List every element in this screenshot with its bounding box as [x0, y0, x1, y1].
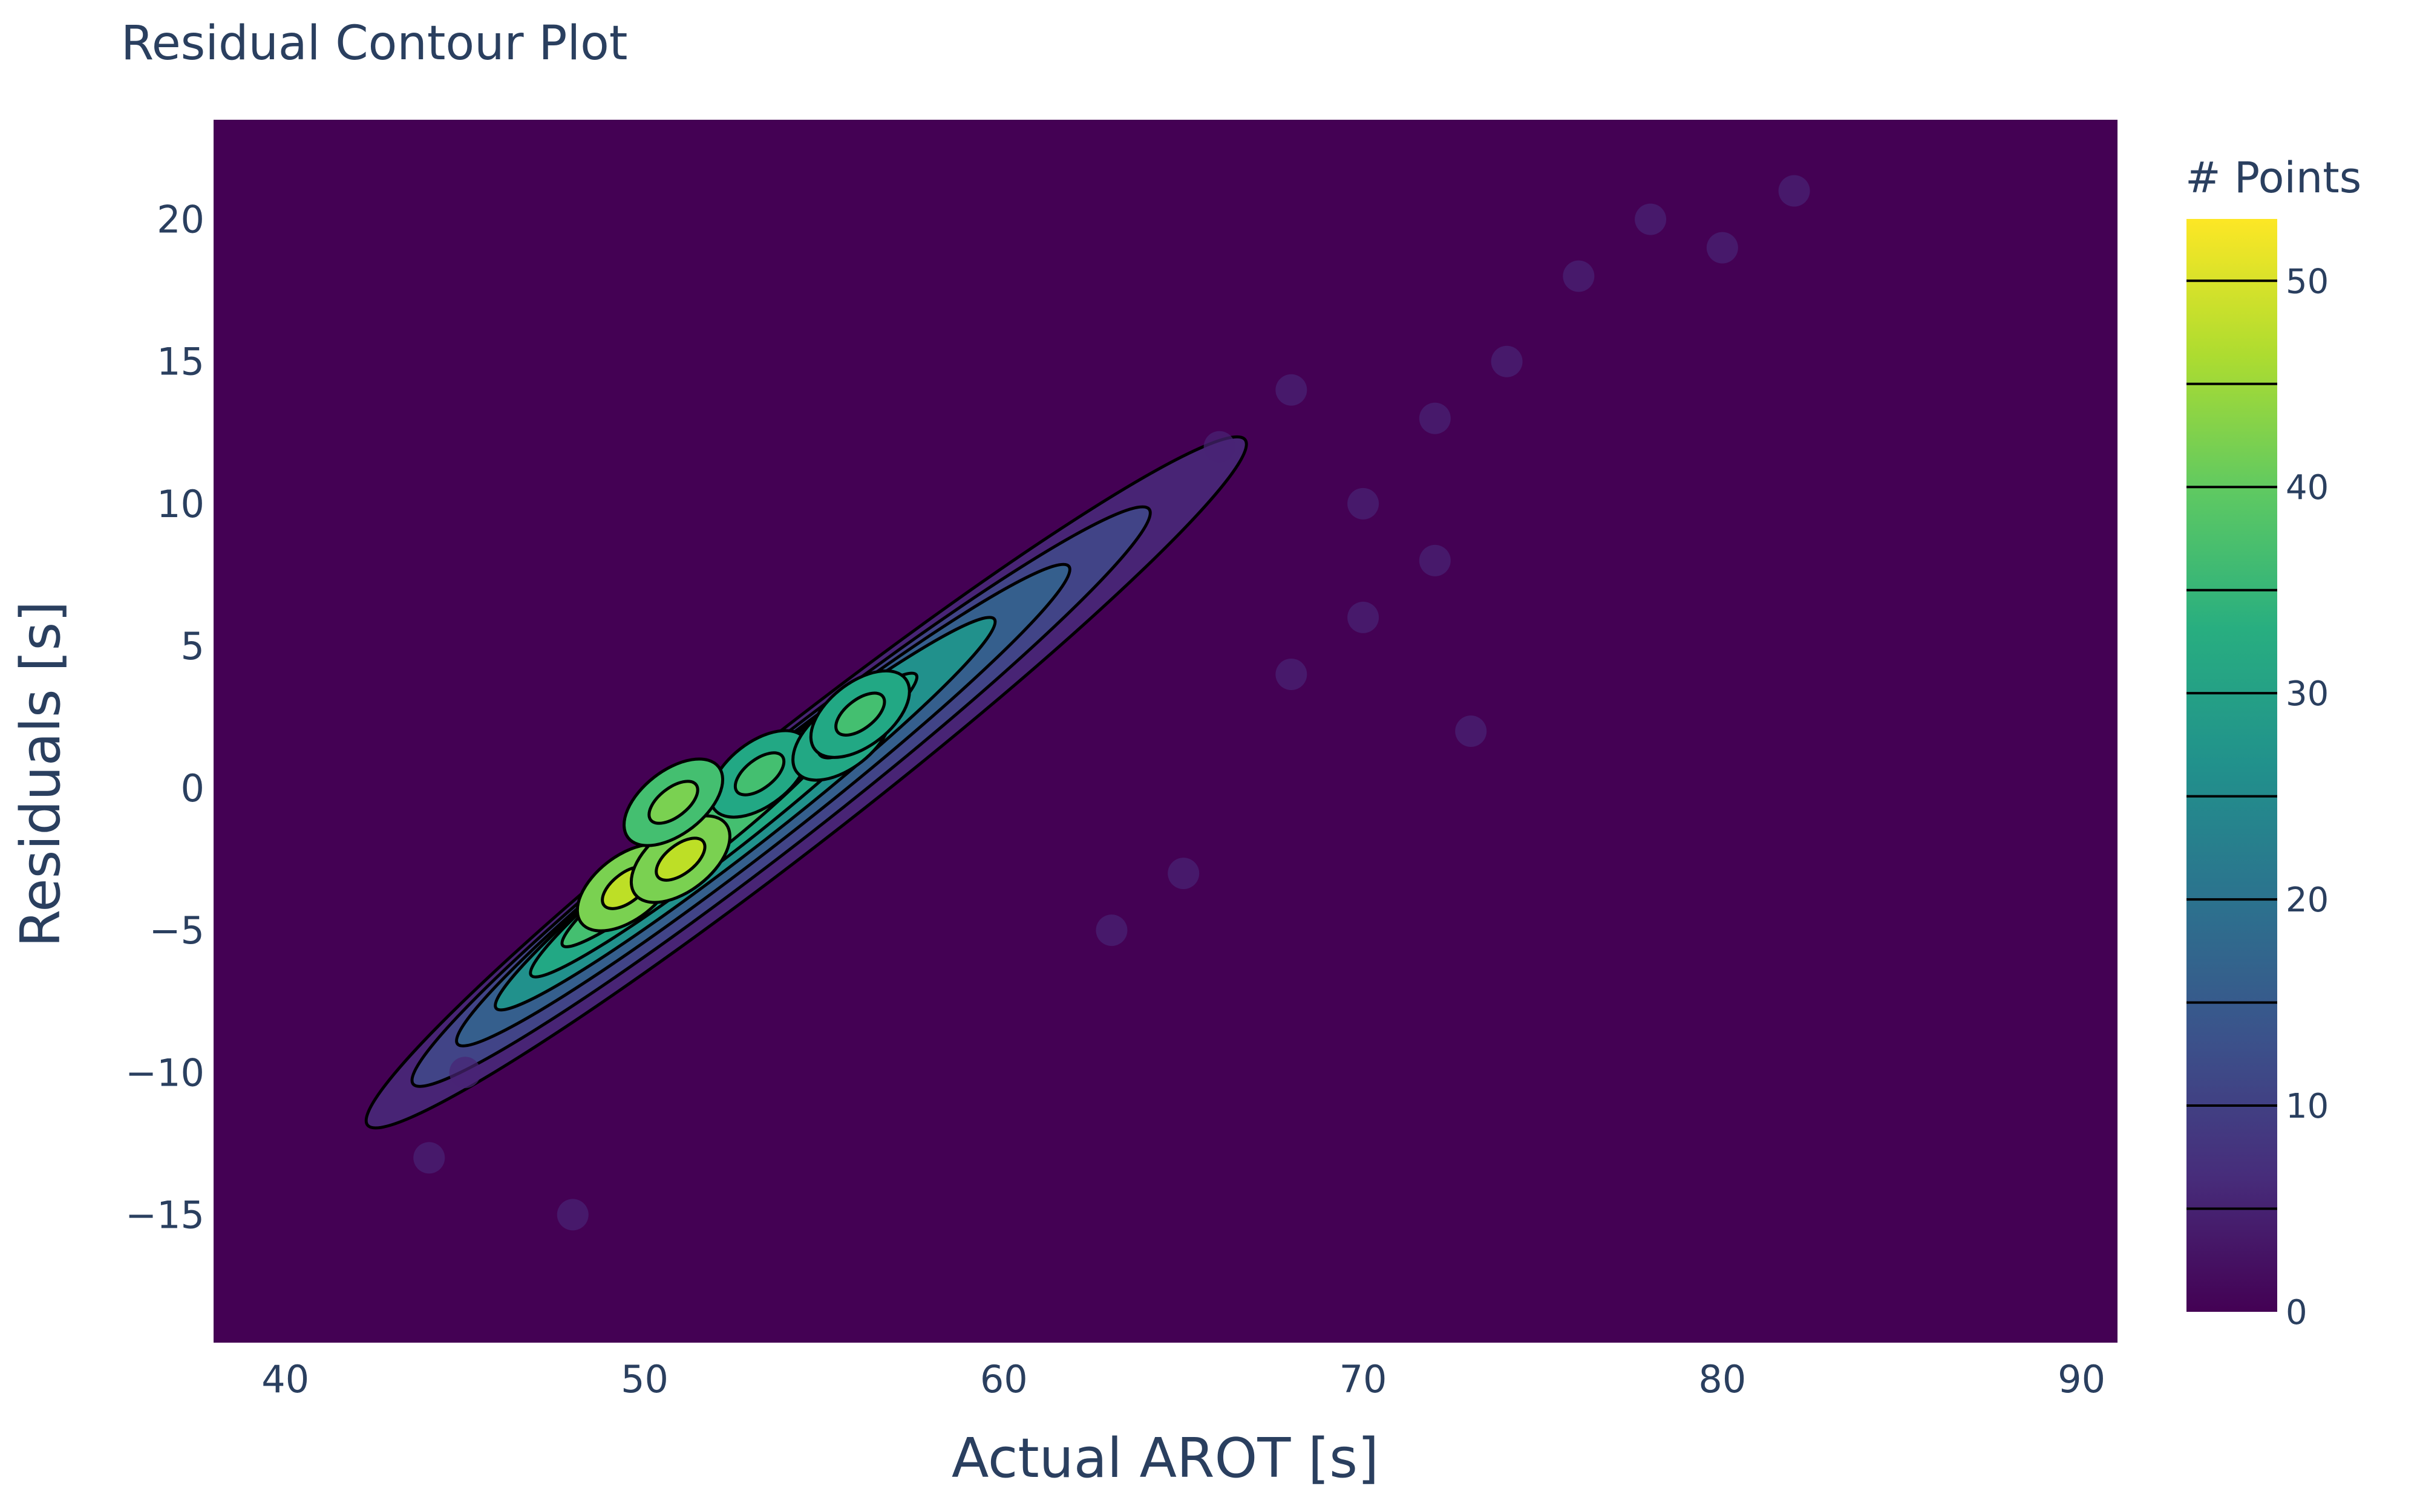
haze-point-9	[1706, 232, 1738, 264]
density-peak-4	[834, 691, 886, 737]
x-tick-label-0: 40	[261, 1357, 309, 1401]
haze-point-7	[1563, 260, 1595, 292]
haze-point-3	[1419, 402, 1451, 434]
x-tick-label-5: 90	[2058, 1357, 2105, 1401]
haze-point-10	[1778, 175, 1810, 207]
x-axis: 40 50 60 70 80 90	[261, 1357, 2105, 1401]
haze-point-5	[1347, 601, 1379, 633]
y-tick-label-1: −10	[125, 1051, 204, 1095]
haze-point-8	[1635, 203, 1667, 235]
y-tick-label-3: 0	[181, 766, 204, 810]
haze-point-1	[1275, 374, 1307, 406]
colorbar-tick-label-5: 50	[2286, 262, 2329, 301]
colorbar-tick-label-3: 30	[2286, 674, 2329, 714]
x-tick-label-1: 50	[621, 1357, 669, 1401]
plot-area	[214, 120, 2118, 1343]
colorbar	[2186, 219, 2277, 1312]
haze-point-2	[1347, 487, 1379, 520]
colorbar-tick-label-2: 20	[2286, 881, 2329, 920]
density-peak-2	[733, 751, 786, 797]
haze-point-6	[1419, 544, 1451, 576]
chart-title: Residual Contour Plot	[121, 16, 628, 71]
y-tick-label-2: −5	[149, 908, 204, 953]
haze-point-14	[449, 1057, 481, 1089]
haze-point-16	[557, 1199, 589, 1231]
y-tick-label-7: 20	[157, 198, 204, 242]
haze-point-17	[1455, 715, 1487, 747]
colorbar-title: # Points	[2185, 153, 2361, 203]
haze-point-0	[1203, 431, 1235, 463]
y-axis-title: Residuals [s]	[9, 601, 73, 948]
colorbar-ticks: 0 10 20 30 40 50	[2186, 262, 2329, 1332]
y-tick-label-0: −15	[125, 1193, 204, 1237]
haze-point-13	[1096, 914, 1128, 947]
haze-point-12	[1168, 858, 1200, 890]
y-axis: −15 −10 −5 0 5 10 15 20	[125, 198, 204, 1237]
density-peak-1	[655, 836, 707, 882]
contour-layer	[364, 175, 1810, 1231]
haze-point-11	[1275, 658, 1307, 690]
x-axis-title: Actual AROT [s]	[952, 1427, 1379, 1490]
colorbar-tick-label-1: 10	[2286, 1087, 2329, 1126]
haze-point-4	[1491, 345, 1523, 377]
colorbar-tick-label-0: 0	[2286, 1293, 2307, 1332]
y-tick-label-5: 10	[157, 482, 204, 526]
haze-point-15	[413, 1142, 445, 1174]
x-tick-label-2: 60	[980, 1357, 1028, 1401]
y-tick-label-6: 15	[157, 340, 204, 384]
x-tick-label-3: 70	[1339, 1357, 1387, 1401]
colorbar-tick-label-4: 40	[2286, 468, 2329, 507]
y-tick-label-4: 5	[181, 624, 204, 668]
density-peak-5	[647, 780, 699, 825]
x-tick-label-4: 80	[1698, 1357, 1746, 1401]
